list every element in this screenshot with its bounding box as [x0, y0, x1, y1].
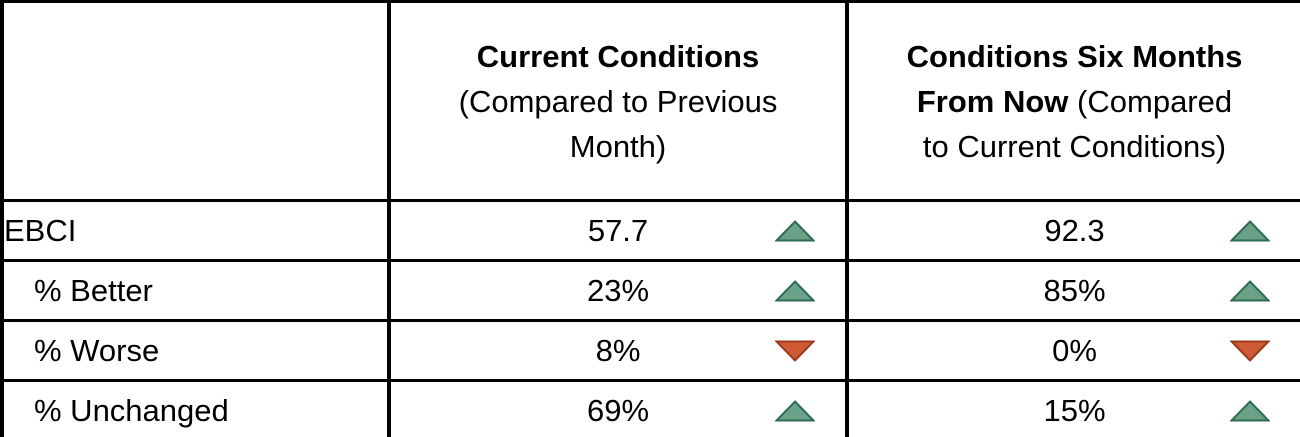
better-future-value: 85% [1043, 272, 1106, 308]
table-row-worse: % Worse 8% 0% [0, 319, 1300, 382]
table-row-unchanged: % Unchanged 69% 15% [0, 379, 1300, 437]
table-body: EBCI 57.7 92.3 % Better 23% 85% [0, 199, 1300, 437]
unchanged-future-cell: 15% [845, 379, 1300, 437]
header-row: Current Conditions (Compared to Previous M… [0, 0, 1300, 202]
table-header: Current Conditions (Compared to Previous M… [0, 0, 1300, 202]
trend-up-icon [1230, 219, 1270, 242]
trend-down-icon [775, 340, 815, 362]
ebci-future-value: 92.3 [1044, 212, 1105, 248]
trend-down-icon [1230, 340, 1270, 362]
worse-future-value: 0% [1052, 332, 1097, 368]
trend-up-icon [775, 399, 815, 422]
header-cell-six-months: Conditions Six Months From Now (Compared t… [845, 0, 1300, 202]
trend-up-icon [1230, 279, 1270, 302]
better-future-cell: 85% [845, 259, 1300, 322]
row-label-worse: % Worse [0, 319, 391, 382]
header-cell-empty [0, 0, 391, 202]
worse-current-cell: 8% [387, 319, 849, 382]
row-label-ebci: EBCI [0, 199, 391, 262]
unchanged-current-value: 69% [586, 392, 650, 428]
trend-up-icon [775, 279, 815, 302]
header-cell-current-conditions: Current Conditions (Compared to Previous M… [387, 0, 849, 202]
ebci-current-cell: 57.7 [387, 199, 849, 262]
worse-current-value: 8% [595, 332, 641, 368]
row-label-better: % Better [0, 259, 391, 322]
table-row-ebci: EBCI 57.7 92.3 [0, 199, 1300, 262]
unchanged-future-value: 15% [1043, 392, 1106, 428]
ebci-current-value: 57.7 [587, 212, 649, 248]
trend-up-icon [775, 219, 815, 242]
ebci-future-cell: 92.3 [845, 199, 1300, 262]
worse-future-cell: 0% [845, 319, 1300, 382]
trend-up-icon [1230, 399, 1270, 422]
better-current-value: 23% [586, 272, 650, 308]
table-row-better: % Better 23% 85% [0, 259, 1300, 322]
better-current-cell: 23% [387, 259, 849, 322]
unchanged-current-cell: 69% [387, 379, 849, 437]
row-label-unchanged: % Unchanged [0, 379, 391, 437]
